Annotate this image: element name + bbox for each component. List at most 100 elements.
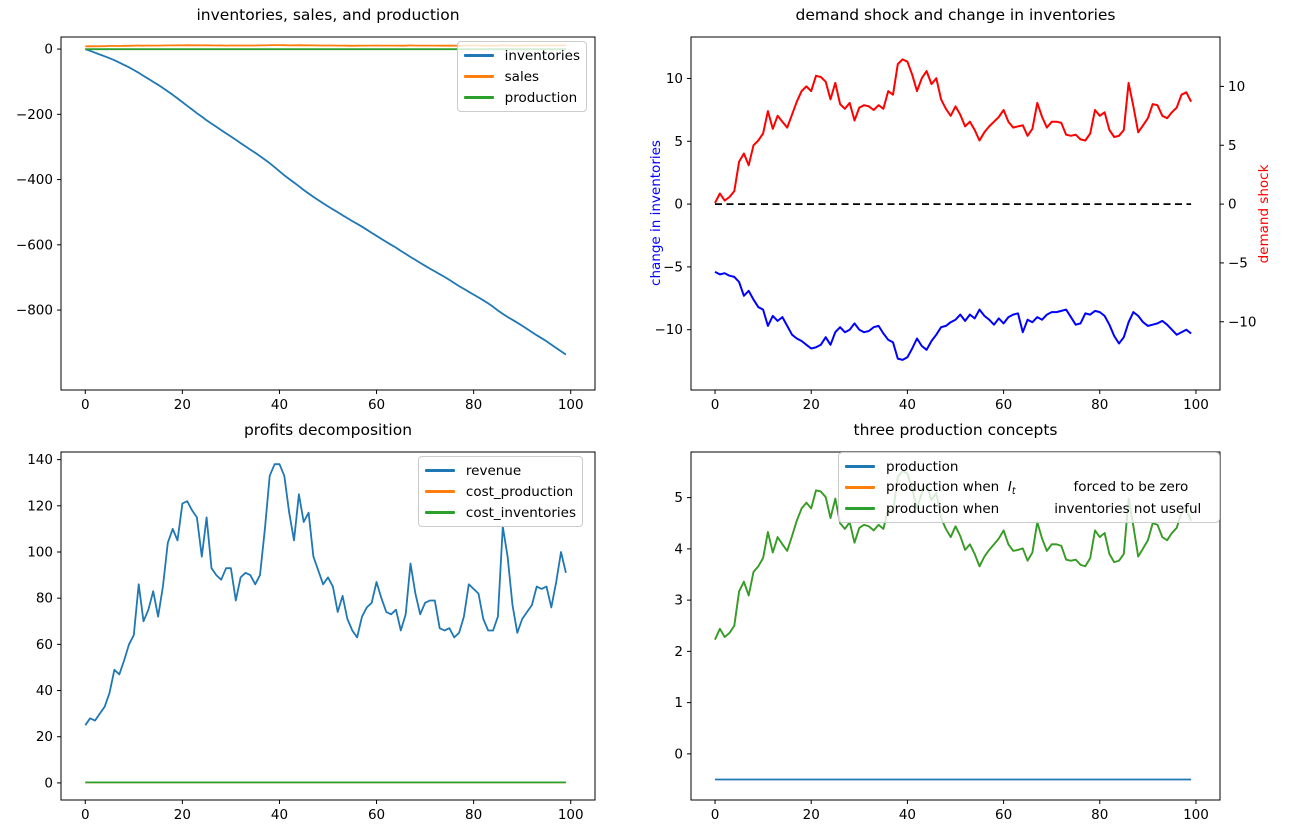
y-tick-label: −5 bbox=[663, 259, 683, 275]
x-axis-ticks-demand-shock-change-inventories: 0 20 40 60 80 100 bbox=[711, 390, 1209, 413]
line-revenue bbox=[84, 463, 567, 726]
legend-label: sales bbox=[504, 68, 540, 85]
x-tick-label: 60 bbox=[368, 397, 385, 413]
x-tick-label: 20 bbox=[174, 807, 191, 823]
legend-line-swatch bbox=[463, 75, 494, 78]
panel-demand-shock-change-inventories: 0 20 40 60 80 100 10 5 0 −5 −10 10 5 0 −5 −10 bbox=[655, 36, 1257, 413]
legend-row-cost-inventories: cost_inventories bbox=[424, 502, 576, 523]
y-tick-label: 0 bbox=[44, 775, 53, 791]
y-tick-label: 0 bbox=[674, 197, 683, 213]
legend-profits-decomposition: revenue cost_production cost_inventories bbox=[417, 456, 583, 527]
y-axis-ticks-profits-decomposition: 0 20 40 60 80 100 120 140 bbox=[27, 452, 61, 791]
y-tick-label: 40 bbox=[36, 683, 53, 699]
y-tick-label: 1 bbox=[674, 695, 683, 711]
x-tick-label: 20 bbox=[803, 807, 820, 823]
y-tick-label: 4 bbox=[674, 541, 683, 557]
x-tick-label: 80 bbox=[465, 807, 482, 823]
x-tick-label: 80 bbox=[1091, 807, 1108, 823]
legend-line-swatch bbox=[424, 469, 455, 472]
y-axis-ticks-three-production-concepts: 0 1 2 3 4 5 bbox=[674, 490, 691, 762]
right-y-tick-label: 10 bbox=[1228, 79, 1245, 95]
right-y-axis-ticks-demand-shock-change-inventories: 10 5 0 −5 −10 bbox=[1220, 79, 1257, 330]
line-production-when-inventories-not-useful bbox=[714, 470, 1192, 640]
axes-frame-demand-shock-change-inventories bbox=[690, 36, 1221, 391]
legend-row-production: production bbox=[463, 87, 580, 108]
legend-three-production-concepts: production production when It forced to be… bbox=[838, 452, 1220, 523]
y-tick-label: 120 bbox=[27, 498, 53, 514]
legend-row-cost-production: cost_production bbox=[424, 481, 576, 502]
y-tick-label: 140 bbox=[27, 452, 53, 468]
y-axis-label-change-in-inventories: change in inventories bbox=[648, 140, 664, 286]
y-tick-label: −200 bbox=[16, 107, 53, 123]
panel-inventories-sales-production: 0 20 40 60 80 100 0 −200 −400 −600 −800 bbox=[16, 36, 596, 413]
y-tick-label: −400 bbox=[16, 172, 53, 188]
axes-frame-inventories-sales-production bbox=[60, 36, 596, 391]
y-tick-label: 2 bbox=[674, 644, 683, 660]
x-tick-label: 60 bbox=[368, 807, 385, 823]
right-y-tick-label: −5 bbox=[1228, 255, 1248, 271]
panel-title-profits-decomposition: profits decomposition bbox=[243, 421, 413, 439]
x-tick-label: 100 bbox=[558, 397, 584, 413]
y-axis-ticks-inventories-sales-production: 0 −200 −400 −600 −800 bbox=[16, 42, 61, 319]
x-tick-label: 0 bbox=[711, 807, 720, 823]
x-axis-ticks-inventories-sales-production: 0 20 40 60 80 100 bbox=[81, 390, 584, 413]
x-tick-label: 100 bbox=[1183, 397, 1209, 413]
panel-profits-decomposition: 0 20 40 60 80 100 0 20 40 60 80 100 120 140 bbox=[27, 451, 596, 823]
x-tick-label: 0 bbox=[711, 397, 720, 413]
legend-row-inventories: inventories bbox=[463, 45, 580, 66]
y-tick-label: 5 bbox=[674, 134, 683, 150]
y-tick-label: 20 bbox=[36, 729, 53, 745]
x-axis-ticks-profits-decomposition: 0 20 40 60 80 100 bbox=[81, 800, 584, 823]
legend-row-production: production bbox=[845, 456, 1213, 477]
legend-label: revenue bbox=[465, 462, 522, 479]
y-tick-label: −600 bbox=[16, 237, 53, 253]
legend-line-swatch bbox=[424, 511, 455, 514]
panel-title-inventories-sales-production: inventories, sales, and production bbox=[196, 6, 460, 24]
legend-label: inventories bbox=[504, 47, 580, 64]
x-tick-label: 80 bbox=[1091, 397, 1108, 413]
y-tick-label: 10 bbox=[666, 71, 683, 87]
x-tick-label: 40 bbox=[899, 807, 916, 823]
legend-label: production bbox=[886, 458, 959, 475]
right-y-tick-label: 5 bbox=[1228, 138, 1237, 154]
y-tick-label: 100 bbox=[27, 544, 53, 560]
legend-inventories-sales-production: inventories sales production bbox=[456, 41, 587, 112]
x-tick-label: 100 bbox=[558, 807, 584, 823]
x-tick-label: 20 bbox=[174, 397, 191, 413]
legend-line-swatch bbox=[845, 486, 875, 489]
x-tick-label: 80 bbox=[465, 397, 482, 413]
line-inventories bbox=[84, 48, 567, 356]
line-demand-shock bbox=[714, 58, 1192, 204]
y-tick-label: −800 bbox=[16, 303, 53, 319]
legend-row-production-when-i-t-forced-to-be-zero: production when It forced to be zero bbox=[845, 477, 1213, 498]
x-tick-label: 40 bbox=[271, 397, 288, 413]
y-tick-label: 80 bbox=[36, 591, 53, 607]
right-y-tick-label: −10 bbox=[1228, 314, 1257, 330]
x-tick-label: 0 bbox=[81, 807, 90, 823]
x-tick-label: 20 bbox=[803, 397, 820, 413]
legend-line-swatch bbox=[845, 507, 875, 510]
legend-row-revenue: revenue bbox=[424, 460, 576, 481]
axes-frame-profits-decomposition bbox=[60, 451, 596, 801]
x-tick-label: 100 bbox=[1183, 807, 1209, 823]
panel-title-demand-shock: demand shock and change in inventories bbox=[795, 6, 1116, 24]
legend-line-swatch bbox=[463, 54, 494, 57]
line-change-in-inventories bbox=[714, 271, 1192, 361]
right-y-tick-label: 0 bbox=[1228, 197, 1237, 213]
legend-label: production when inventories not useful bbox=[886, 500, 1202, 517]
legend-label: production bbox=[504, 89, 578, 106]
panel-title-three-production-concepts: three production concepts bbox=[853, 421, 1058, 439]
legend-label: cost_inventories bbox=[465, 504, 576, 521]
y-tick-label: 0 bbox=[674, 746, 683, 762]
y-tick-label: −10 bbox=[655, 322, 684, 338]
legend-line-swatch bbox=[845, 465, 875, 468]
x-tick-label: 40 bbox=[271, 807, 288, 823]
legend-line-swatch bbox=[463, 96, 494, 99]
legend-label: cost_production bbox=[465, 483, 574, 500]
y-tick-label: 60 bbox=[36, 637, 53, 653]
x-tick-label: 40 bbox=[899, 397, 916, 413]
y-axis-label-demand-shock: demand shock bbox=[1256, 164, 1272, 264]
x-tick-label: 0 bbox=[81, 397, 90, 413]
x-axis-ticks-three-production-concepts: 0 20 40 60 80 100 bbox=[711, 800, 1209, 823]
